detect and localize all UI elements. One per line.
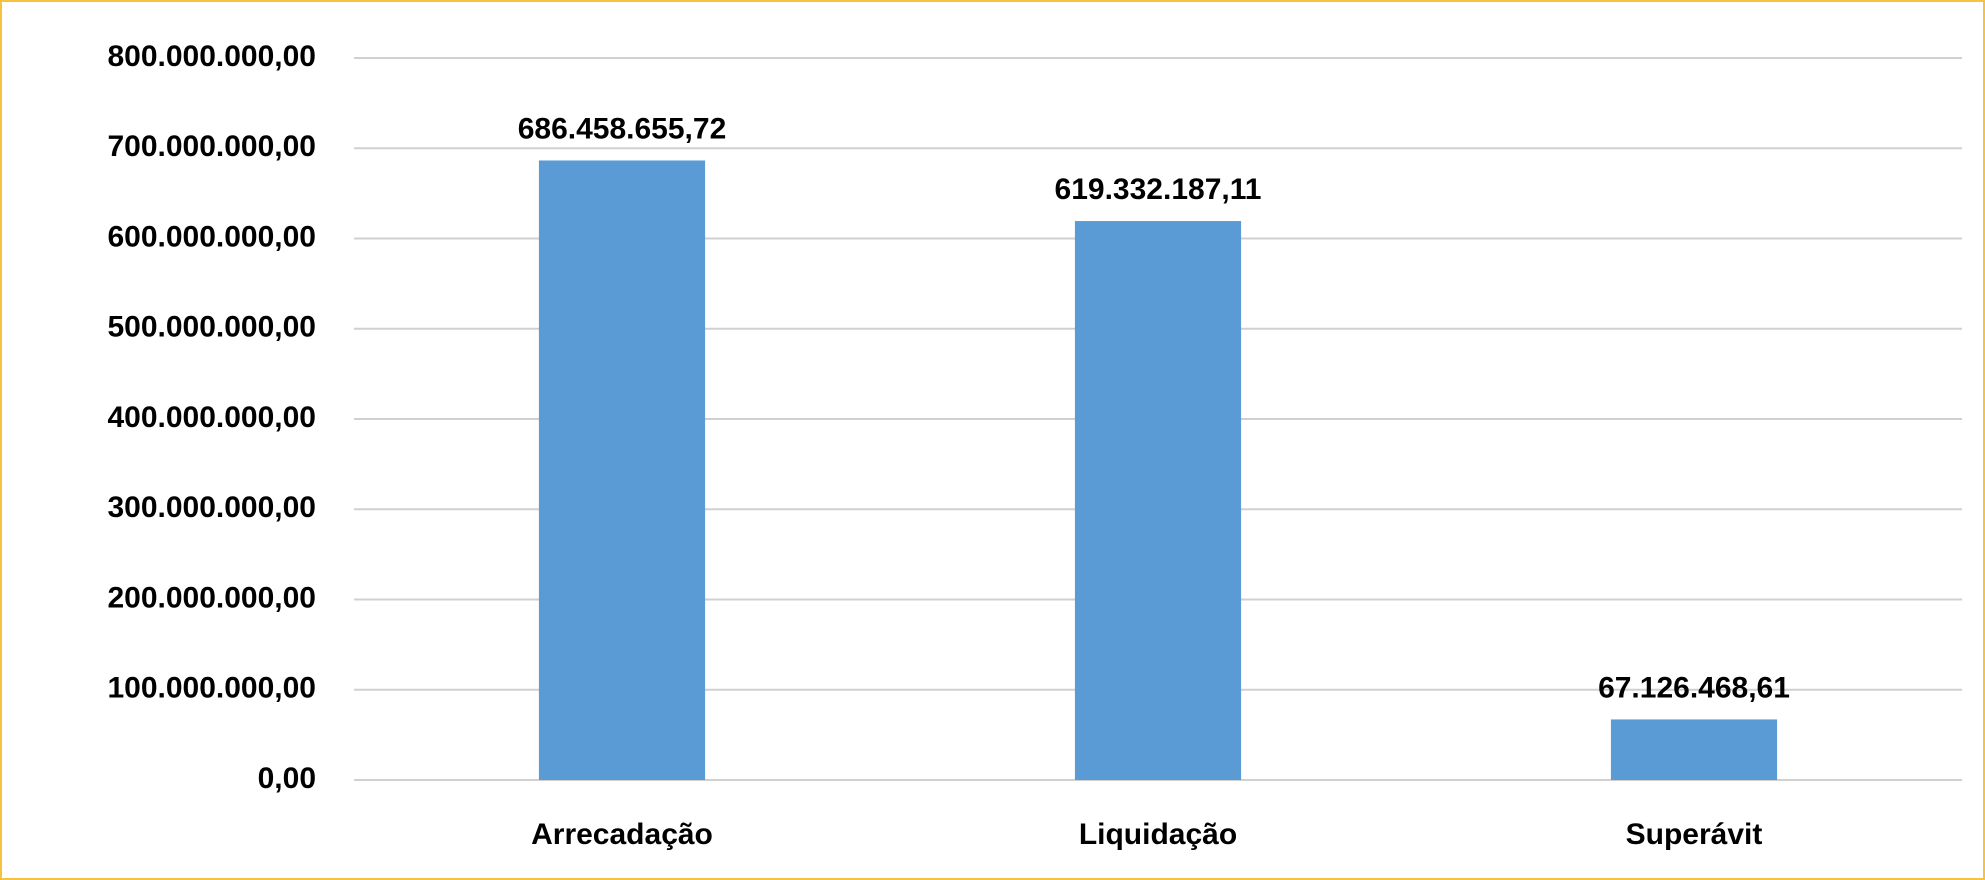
x-tick-label: Superávit — [1626, 818, 1763, 851]
y-tick-label: 200.000.000,00 — [107, 581, 316, 614]
data-label: 686.458.655,72 — [518, 112, 727, 145]
bar — [1610, 719, 1778, 780]
y-tick-label: 600.000.000,00 — [107, 220, 316, 253]
y-tick-label: 700.000.000,00 — [107, 130, 316, 163]
bar — [538, 160, 706, 780]
y-tick-label: 500.000.000,00 — [107, 311, 316, 344]
data-label: 619.332.187,11 — [1055, 173, 1262, 206]
bar — [1074, 221, 1242, 780]
data-label: 67.126.468,61 — [1598, 671, 1790, 704]
x-tick-label: Arrecadação — [531, 818, 713, 851]
y-tick-label: 800.000.000,00 — [107, 40, 316, 73]
y-tick-label: 0,00 — [258, 762, 316, 795]
y-tick-label: 100.000.000,00 — [107, 672, 316, 705]
y-tick-label: 400.000.000,00 — [107, 401, 316, 434]
y-tick-label: 300.000.000,00 — [107, 491, 316, 524]
x-tick-label: Liquidação — [1079, 818, 1237, 851]
